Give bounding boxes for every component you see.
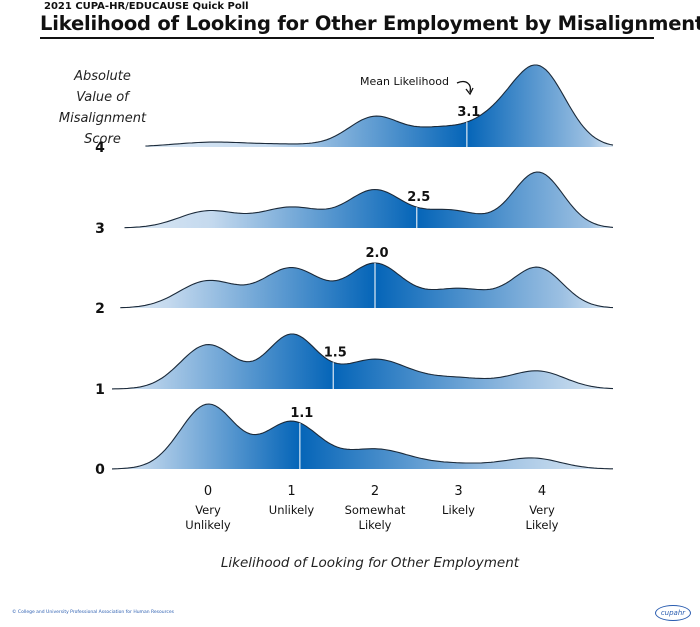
x-tick-sublabel: Somewhat: [345, 503, 406, 517]
chart-supertitle: 2021 CUPA-HR/EDUCAUSE Quick Poll: [44, 1, 249, 12]
cupahr-logo: cupahr: [655, 605, 691, 621]
x-tick-label: 0: [204, 484, 212, 499]
y-axis-title-line: Score: [84, 132, 121, 147]
ridge-outline: [124, 171, 614, 229]
mean-label: 1.1: [290, 406, 313, 421]
ridge-series-0: 1.10: [95, 403, 613, 478]
ridge-series-3: 2.53: [95, 171, 614, 237]
ridge-series-2: 2.02: [95, 246, 614, 317]
ridge-series-1: 1.51: [95, 333, 614, 398]
y-tick-label: 1: [95, 382, 105, 398]
ridge-fill: [145, 65, 613, 147]
ridge-outline: [145, 64, 614, 147]
x-axis-group: 0VeryUnlikely1Unlikely2SomewhatLikely3Li…: [185, 484, 558, 532]
mean-annotation-group: Mean Likelihood: [360, 75, 474, 96]
arrowhead-icon: [465, 87, 474, 96]
x-tick-label: 2: [371, 484, 379, 499]
ridge-fill: [120, 263, 614, 308]
x-tick-sublabel: Likely: [526, 518, 559, 532]
y-axis-title-line: Absolute: [74, 69, 131, 84]
copyright-footer: © College and University Professional As…: [12, 610, 174, 615]
ridge-outline: [120, 262, 614, 309]
x-tick-sublabel: Likely: [442, 503, 475, 517]
title-underline: [40, 37, 654, 39]
ridge-fill: [124, 172, 613, 228]
ridge-outline: [111, 333, 614, 390]
ridge-series-4: 3.14: [95, 64, 614, 156]
y-tick-label: 3: [95, 221, 105, 237]
mean-label: 1.5: [324, 345, 347, 360]
x-tick-sublabel: Unlikely: [185, 518, 231, 532]
y-tick-label: 0: [95, 462, 105, 478]
y-axis-title: Absolute Value of Misalignment Score: [50, 66, 155, 150]
ridge-fill: [112, 334, 613, 389]
x-tick-label: 1: [287, 484, 295, 499]
x-tick-3: 3 Likely: [442, 484, 475, 517]
ridge-outline: [111, 403, 613, 470]
x-tick-label: 3: [454, 484, 462, 499]
x-tick-sublabel: Very: [529, 503, 555, 517]
ridge-fill: [112, 404, 613, 469]
mean-label: 2.5: [407, 190, 430, 205]
y-axis-title-line: Value of Misalignment: [58, 90, 147, 126]
annotation-text: Mean Likelihood: [360, 75, 449, 88]
y-tick-label: 4: [95, 140, 105, 156]
x-tick-1: 1 Unlikely: [269, 484, 315, 517]
x-tick-sublabel: Likely: [359, 518, 392, 532]
x-tick-sublabel: Unlikely: [269, 503, 315, 517]
x-axis-title: Likelihood of Looking for Other Employme…: [221, 555, 520, 571]
x-tick-sublabel: Very: [195, 503, 221, 517]
y-tick-label: 2: [95, 301, 105, 317]
ridges-group: 3.142.532.021.511.10: [95, 64, 614, 478]
mean-label: 3.1: [457, 105, 480, 120]
annotation-arrow: [456, 80, 472, 93]
chart-title: Likelihood of Looking for Other Employme…: [40, 12, 700, 35]
x-tick-label: 4: [538, 484, 546, 499]
mean-label: 2.0: [365, 246, 388, 261]
